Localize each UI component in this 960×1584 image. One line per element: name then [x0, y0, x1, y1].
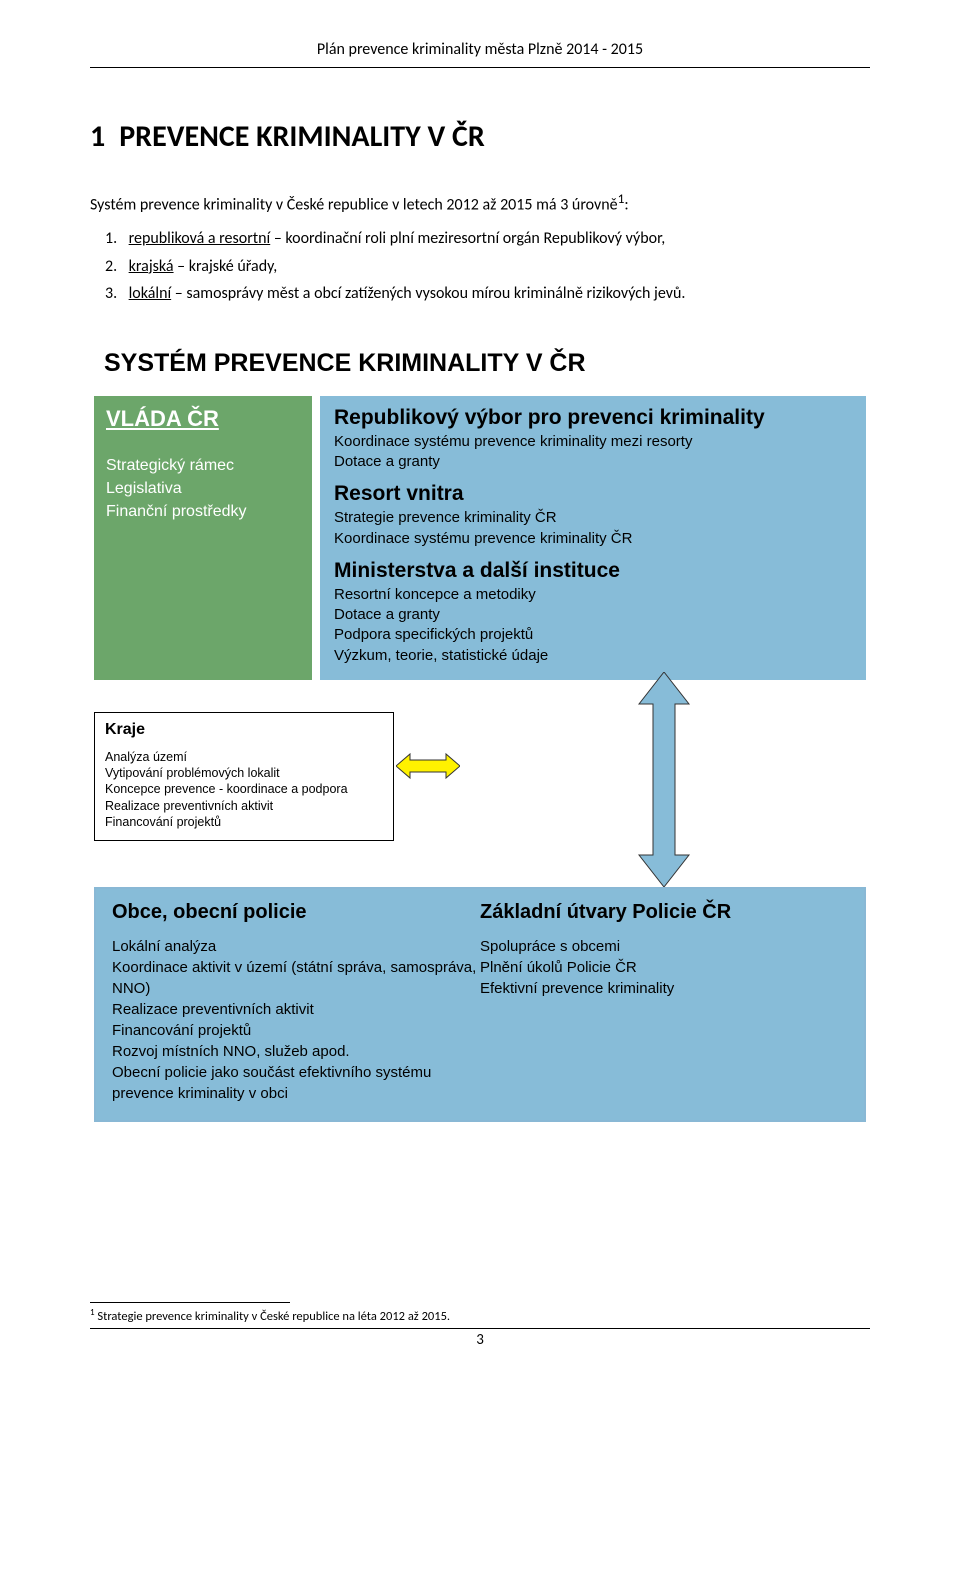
section-number: 1	[90, 118, 105, 155]
obce-col: Obce, obecní policie Lokální analýzaKoor…	[112, 901, 480, 1104]
blue-block-title: Republikový výbor pro prevenci kriminali…	[334, 406, 852, 430]
vertical-arrow-icon	[629, 672, 699, 887]
police-line: Efektivní prevence kriminality	[480, 978, 848, 999]
police-line: Plnění úkolů Policie ČR	[480, 957, 848, 978]
police-col: Základní útvary Policie ČR Spolupráce s …	[480, 901, 848, 1104]
vlada-line: Legislativa	[106, 477, 300, 500]
footnote-separator	[90, 1302, 290, 1303]
section-title: PREVENCE KRIMINALITY V ČR	[119, 118, 485, 155]
obce-line: Obecní policie jako součást efektivního …	[112, 1062, 480, 1104]
blue-block-line: Podpora specifických projektů	[334, 625, 852, 645]
vlada-line: Finanční prostředky	[106, 500, 300, 523]
page-header: Plán prevence kriminality města Plzně 20…	[90, 40, 870, 59]
kraje-line: Vytipování problémových lokalit	[105, 765, 383, 781]
kraje-line: Koncepce prevence - koordinace a podpora	[105, 781, 383, 797]
kraje-title: Kraje	[105, 721, 383, 739]
vlada-title: VLÁDA ČR	[106, 406, 300, 432]
obce-line: Koordinace aktivit v území (státní správ…	[112, 957, 480, 999]
blue-block-line: Dotace a granty	[334, 452, 852, 472]
list-item: 1. republiková a resortní – koordinační …	[90, 225, 870, 252]
blue-block-line: Výzkum, teorie, statistické údaje	[334, 646, 852, 666]
list-item: 2. krajská – krajské úřady,	[90, 253, 870, 280]
blue-block-line: Koordinace systému prevence kriminality …	[334, 432, 852, 452]
obce-line: Lokální analýza	[112, 936, 480, 957]
blue-block-line: Strategie prevence kriminality ČR	[334, 508, 852, 528]
kraje-line: Financování projektů	[105, 814, 383, 830]
obce-line: Rozvoj místních NNO, služeb apod.	[112, 1041, 480, 1062]
blue-block-line: Dotace a granty	[334, 605, 852, 625]
republic-box: Republikový výbor pro prevenci kriminali…	[320, 396, 866, 680]
kraje-box: Kraje Analýza územíVytipování problémový…	[94, 712, 394, 841]
footer-rule	[90, 1328, 870, 1329]
vlada-line: Strategický rámec	[106, 454, 300, 477]
level-list: 1. republiková a resortní – koordinační …	[90, 225, 870, 307]
kraje-line: Realizace preventivních aktivit	[105, 798, 383, 814]
vlada-box: VLÁDA ČR Strategický rámecLegislativaFin…	[94, 396, 312, 680]
horizontal-arrow-icon	[396, 752, 460, 780]
blue-block-title: Ministerstva a další instituce	[334, 559, 852, 583]
footnote: 1 Strategie prevence kriminality v České…	[90, 1307, 870, 1324]
intro-paragraph: Systém prevence kriminality v České repu…	[90, 189, 870, 217]
section-heading: 1 PREVENCE KRIMINALITY V ČR	[90, 118, 870, 155]
obce-title: Obce, obecní policie	[112, 901, 480, 924]
list-item: 3. lokální – samosprávy měst a obcí zatí…	[90, 280, 870, 307]
header-rule	[90, 67, 870, 68]
diagram: SYSTÉM PREVENCE KRIMINALITY V ČR VLÁDA Č…	[90, 349, 870, 1122]
obce-line: Realizace preventivních aktivit	[112, 999, 480, 1020]
police-title: Základní útvary Policie ČR	[480, 901, 848, 924]
diagram-title: SYSTÉM PREVENCE KRIMINALITY V ČR	[104, 349, 866, 378]
blue-block-line: Koordinace systému prevence kriminality …	[334, 529, 852, 549]
page-number: 3	[90, 1331, 870, 1349]
police-line: Spolupráce s obcemi	[480, 936, 848, 957]
blue-block-line: Resortní koncepce a metodiky	[334, 585, 852, 605]
obce-line: Financování projektů	[112, 1020, 480, 1041]
kraje-line: Analýza území	[105, 749, 383, 765]
bottom-box: Obce, obecní policie Lokální analýzaKoor…	[94, 887, 866, 1122]
blue-block-title: Resort vnitra	[334, 482, 852, 506]
